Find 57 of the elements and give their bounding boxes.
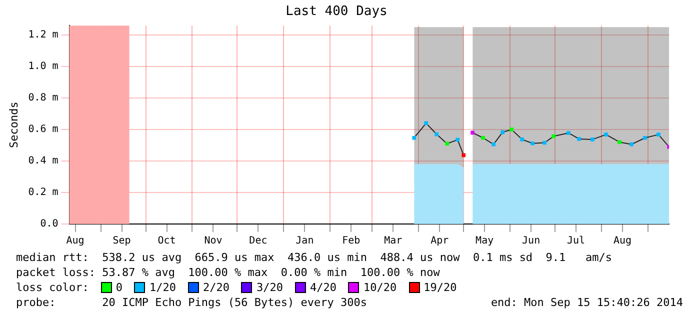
- point: [500, 130, 504, 134]
- legend-label: 3/20: [256, 280, 283, 295]
- x-tick-label: Apr: [430, 236, 449, 247]
- y-tick-label: 1.2 m: [28, 30, 58, 41]
- text: median rtt: 538.2 us avg 665.9 us max 436.0 us min 488.4 us now 0.1 ms sd 9.1 am/s: [16, 250, 614, 265]
- legend-label: 4/20: [310, 280, 336, 295]
- legend-title: loss color:: [16, 280, 89, 295]
- x-tick-label: Aug: [613, 236, 632, 247]
- text: packet loss: 53.87 % avg 100.00 % max 0.00 % min 100.00 % now: [16, 265, 441, 280]
- chart-title: Last 400 Days: [286, 4, 388, 20]
- legend-label: 19/20: [424, 280, 457, 295]
- text: probe: 20 ICMP Echo Pings (56 Bytes) every 300s: [16, 295, 367, 310]
- point: [434, 132, 439, 136]
- point: [412, 136, 416, 140]
- y-tick-label: 0.6 m: [28, 124, 58, 136]
- x-tick-label: Mar: [384, 236, 402, 247]
- legend-label: 1/20: [149, 280, 176, 295]
- x-tick-label: Sep: [112, 236, 131, 247]
- point: [424, 121, 428, 126]
- x-tick-label: Jan: [296, 236, 314, 247]
- point: [542, 140, 546, 145]
- point: [462, 153, 466, 158]
- point: [630, 142, 634, 146]
- point: [643, 136, 647, 140]
- point: [481, 136, 486, 140]
- point: [604, 132, 608, 136]
- point: [445, 142, 450, 146]
- y-axis-title: Seconds: [7, 102, 20, 148]
- y-tick-label: 0.4 m: [28, 156, 58, 167]
- x-tick-label: Oct: [158, 236, 176, 247]
- point: [470, 130, 475, 135]
- y-tick-label: 1.0 m: [28, 61, 58, 72]
- x-tick-label: Feb: [342, 236, 360, 247]
- point: [577, 137, 581, 141]
- point: [520, 138, 524, 142]
- point: [492, 142, 496, 146]
- x-tick-label: May: [476, 236, 494, 247]
- point: [566, 131, 570, 135]
- point: [456, 138, 460, 142]
- x-tick-label: Jul: [567, 236, 586, 247]
- legend-label: 2/20: [202, 280, 230, 295]
- x-tick-label: Nov: [204, 236, 222, 247]
- x-tick-label: Jun: [522, 236, 540, 247]
- x-tick-label: Dec: [249, 236, 268, 247]
- y-tick-label: 0.8 m: [28, 92, 58, 104]
- y-tick-label: 0.2 m: [28, 187, 58, 198]
- point: [618, 140, 622, 144]
- point: [552, 134, 556, 138]
- text: end: Mon Sep 15 15:40:26 2014: [490, 295, 683, 310]
- point: [656, 132, 660, 136]
- y-tick-label: 0.0: [40, 218, 58, 230]
- point: [530, 141, 534, 146]
- legend-label: 0: [116, 280, 122, 295]
- point: [590, 138, 594, 142]
- x-tick-label: Aug: [66, 236, 84, 247]
- legend-label: 10/20: [363, 280, 397, 295]
- point: [510, 128, 514, 132]
